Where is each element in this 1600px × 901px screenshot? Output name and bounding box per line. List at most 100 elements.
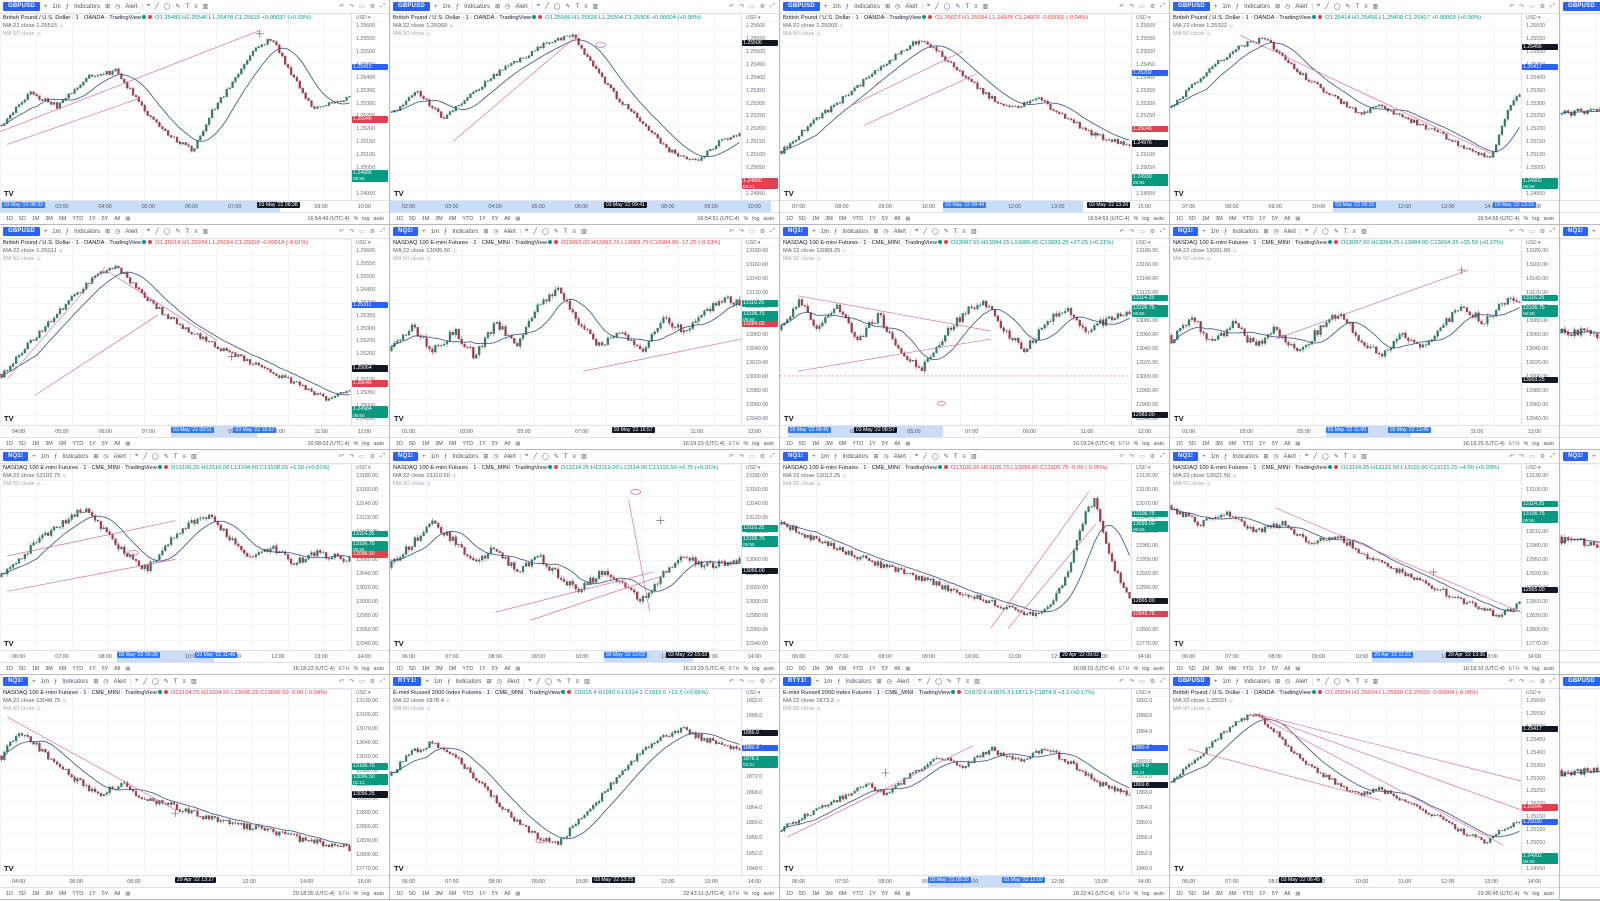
undo-icon[interactable]: ↶: [338, 678, 345, 685]
log-scale-button[interactable]: log: [1142, 441, 1149, 447]
range-button-ytd[interactable]: YTD: [1241, 891, 1254, 897]
alert-clock-icon[interactable]: ◷: [504, 3, 511, 10]
calendar-icon[interactable]: ▦: [125, 216, 130, 222]
indicators-button[interactable]: Indicators: [73, 229, 101, 235]
draw-tool-icon[interactable]: ✎: [943, 228, 950, 235]
redo-icon[interactable]: ↷: [738, 453, 745, 460]
range-button-5d[interactable]: 5D: [408, 891, 417, 897]
layout-icon[interactable]: ▭: [1528, 453, 1536, 460]
draw-tool-icon[interactable]: ⌖: [1316, 678, 1321, 685]
alert-clock-icon[interactable]: ◷: [894, 3, 901, 10]
redo-icon[interactable]: ↷: [348, 678, 355, 685]
settings-gear-icon[interactable]: ⚙: [759, 228, 766, 235]
settings-gear-icon[interactable]: ⚙: [369, 3, 376, 10]
draw-tool-icon[interactable]: ⌖: [914, 453, 919, 460]
alert-clock-icon[interactable]: ◷: [102, 453, 109, 460]
alert-clock-icon[interactable]: ◷: [1284, 3, 1291, 10]
calendar-icon[interactable]: ▦: [1295, 891, 1300, 897]
draw-tool-icon[interactable]: ≡: [961, 229, 967, 235]
range-button-1m[interactable]: 1M: [421, 891, 431, 897]
price-axis[interactable]: USD ▾13180.0013160.0013140.0013120.00131…: [1522, 239, 1559, 425]
redo-icon[interactable]: ↷: [1128, 228, 1135, 235]
redo-icon[interactable]: ↷: [1518, 3, 1525, 10]
settings-gear-icon[interactable]: ⚙: [1539, 678, 1546, 685]
session-label[interactable]: ETH: [1509, 666, 1520, 672]
interval-button[interactable]: 1m: [51, 4, 61, 10]
add-symbol-icon[interactable]: +: [421, 454, 427, 460]
draw-tool-icon[interactable]: T: [563, 454, 569, 460]
session-label[interactable]: ETH: [339, 891, 350, 897]
redo-icon[interactable]: ↷: [738, 678, 745, 685]
eye-icon[interactable]: ◎: [817, 706, 821, 712]
layout-icon[interactable]: ▭: [748, 678, 756, 685]
time-axis[interactable]: 06:0007:0008:0009:0010:0011:0012:0013:00…: [1170, 650, 1559, 662]
auto-scale-button[interactable]: auto: [1544, 891, 1555, 897]
alert-button[interactable]: Alert: [124, 4, 138, 10]
percent-scale-button[interactable]: %: [1134, 216, 1139, 222]
range-button-6m[interactable]: 6M: [448, 216, 458, 222]
calendar-icon[interactable]: ▦: [1295, 441, 1300, 447]
price-axis[interactable]: USD ▾13180.0013160.0013140.0013120.00131…: [352, 464, 389, 650]
range-button-5y[interactable]: 5Y: [491, 216, 500, 222]
percent-scale-button[interactable]: %: [1524, 216, 1529, 222]
range-button-5d[interactable]: 5D: [798, 891, 807, 897]
range-button-1d[interactable]: 1D: [1175, 891, 1184, 897]
eye-icon[interactable]: ◎: [62, 473, 66, 479]
eye-icon[interactable]: ◎: [37, 706, 41, 712]
chart-area[interactable]: NASDAQ 100 E-mini Futures · 1 · CME_MINI…: [0, 689, 352, 875]
alert-button[interactable]: Alert: [904, 4, 918, 10]
draw-tool-icon[interactable]: ⌖: [146, 228, 151, 235]
calendar-icon[interactable]: ▦: [905, 216, 910, 222]
range-button-all[interactable]: All: [113, 216, 121, 222]
undo-icon[interactable]: ↶: [338, 453, 345, 460]
log-scale-button[interactable]: log: [1532, 891, 1539, 897]
draw-tool-icon[interactable]: ◯: [541, 453, 550, 460]
auto-scale-button[interactable]: auto: [374, 891, 385, 897]
add-symbol-icon[interactable]: +: [1213, 679, 1219, 685]
draw-tool-icon[interactable]: ◯: [1321, 228, 1330, 235]
draw-tool-icon[interactable]: ✎: [163, 453, 170, 460]
interval-button[interactable]: 1m: [441, 4, 451, 10]
log-scale-button[interactable]: log: [752, 666, 759, 672]
draw-tool-icon[interactable]: ╱: [1312, 228, 1318, 235]
range-button-5d[interactable]: 5D: [18, 441, 27, 447]
draw-tool-icon[interactable]: T: [173, 454, 179, 460]
range-button-1m[interactable]: 1M: [31, 216, 41, 222]
redo-icon[interactable]: ↷: [1128, 3, 1135, 10]
eye-icon[interactable]: ◎: [1207, 481, 1211, 487]
compare-icon[interactable]: ⊞: [482, 228, 489, 235]
range-button-1d[interactable]: 1D: [1175, 666, 1184, 672]
undo-icon[interactable]: ↶: [1508, 453, 1515, 460]
alert-clock-icon[interactable]: ◷: [882, 453, 889, 460]
percent-scale-button[interactable]: %: [1134, 441, 1139, 447]
draw-tool-icon[interactable]: ▥: [202, 3, 210, 10]
draw-tool-icon[interactable]: ▥: [982, 3, 990, 10]
eye-icon[interactable]: ◎: [1207, 256, 1211, 262]
range-button-5d[interactable]: 5D: [798, 666, 807, 672]
draw-tool-icon[interactable]: ⌖: [1304, 228, 1309, 235]
range-button-all[interactable]: All: [893, 441, 901, 447]
range-button-3m[interactable]: 3M: [434, 666, 444, 672]
redo-icon[interactable]: ↷: [1518, 228, 1525, 235]
interval-button[interactable]: 1m: [40, 454, 50, 460]
alert-button[interactable]: Alert: [113, 454, 127, 460]
eye-icon[interactable]: ◎: [842, 248, 846, 254]
clock-label[interactable]: 18:22:41 (UTC-4): [1073, 891, 1115, 897]
alert-button[interactable]: Alert: [113, 679, 127, 685]
draw-tool-icon[interactable]: ◯: [931, 453, 940, 460]
indicators-button[interactable]: Indicators: [451, 454, 479, 460]
range-button-3m[interactable]: 3M: [434, 891, 444, 897]
calendar-icon[interactable]: ▦: [125, 666, 130, 672]
draw-tool-icon[interactable]: ╱: [922, 453, 928, 460]
eye-icon[interactable]: ◎: [427, 481, 431, 487]
draw-tool-icon[interactable]: ▥: [190, 453, 198, 460]
draw-tool-icon[interactable]: ◯: [1333, 3, 1342, 10]
fullscreen-icon[interactable]: ⤢: [379, 678, 386, 685]
eye-icon[interactable]: ◎: [817, 481, 821, 487]
undo-icon[interactable]: ↶: [1118, 228, 1125, 235]
